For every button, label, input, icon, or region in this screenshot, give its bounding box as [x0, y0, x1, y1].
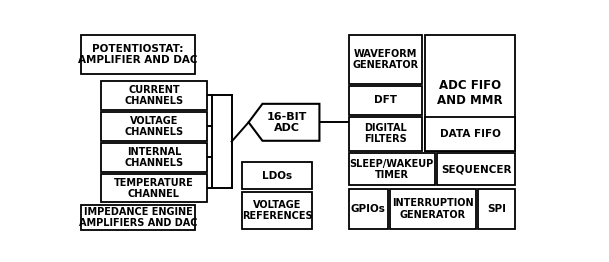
- FancyBboxPatch shape: [437, 153, 515, 185]
- Text: ADC FIFO
AND MMR: ADC FIFO AND MMR: [437, 79, 503, 107]
- Text: VOLTAGE
CHANNELS: VOLTAGE CHANNELS: [124, 116, 183, 137]
- Text: INTERRUPTION
GENERATOR: INTERRUPTION GENERATOR: [392, 198, 474, 220]
- Text: POTENTIOSTAT:
AMPLIFIER AND DAC: POTENTIOSTAT: AMPLIFIER AND DAC: [79, 44, 198, 65]
- FancyBboxPatch shape: [100, 112, 207, 141]
- Text: LDOs: LDOs: [262, 171, 292, 181]
- Text: SLEEP/WAKEUP
TIMER: SLEEP/WAKEUP TIMER: [350, 159, 434, 180]
- Text: IMPEDANCE ENGINE
AMPLIFIERS AND DAC: IMPEDANCE ENGINE AMPLIFIERS AND DAC: [79, 207, 197, 228]
- FancyBboxPatch shape: [242, 192, 312, 229]
- Polygon shape: [248, 104, 320, 141]
- Text: GPIOs: GPIOs: [351, 204, 385, 214]
- FancyBboxPatch shape: [100, 81, 207, 110]
- FancyBboxPatch shape: [349, 117, 422, 151]
- Text: INTERNAL
CHANNELS: INTERNAL CHANNELS: [124, 147, 183, 168]
- Text: VOLTAGE
REFERENCES: VOLTAGE REFERENCES: [242, 200, 312, 221]
- Text: SPI: SPI: [487, 204, 506, 214]
- Text: CURRENT
CHANNELS: CURRENT CHANNELS: [124, 85, 183, 106]
- FancyBboxPatch shape: [242, 162, 312, 189]
- FancyBboxPatch shape: [349, 153, 435, 185]
- FancyBboxPatch shape: [100, 143, 207, 172]
- Text: TEMPERATURE
CHANNEL: TEMPERATURE CHANNEL: [114, 178, 194, 199]
- FancyBboxPatch shape: [349, 189, 388, 229]
- Text: 16-BIT
ADC: 16-BIT ADC: [267, 112, 308, 133]
- FancyBboxPatch shape: [82, 35, 195, 74]
- FancyBboxPatch shape: [82, 205, 195, 230]
- FancyBboxPatch shape: [349, 35, 422, 84]
- FancyBboxPatch shape: [425, 35, 515, 151]
- FancyBboxPatch shape: [100, 174, 207, 202]
- Text: WAVEFORM
GENERATOR: WAVEFORM GENERATOR: [352, 49, 418, 70]
- Text: DIGITAL
FILTERS: DIGITAL FILTERS: [364, 123, 407, 144]
- Text: SEQUENCER: SEQUENCER: [441, 164, 512, 174]
- FancyBboxPatch shape: [478, 189, 515, 229]
- Text: DATA FIFO: DATA FIFO: [440, 129, 501, 139]
- FancyBboxPatch shape: [390, 189, 476, 229]
- FancyBboxPatch shape: [425, 117, 515, 151]
- FancyBboxPatch shape: [349, 86, 422, 114]
- Text: DFT: DFT: [374, 95, 396, 105]
